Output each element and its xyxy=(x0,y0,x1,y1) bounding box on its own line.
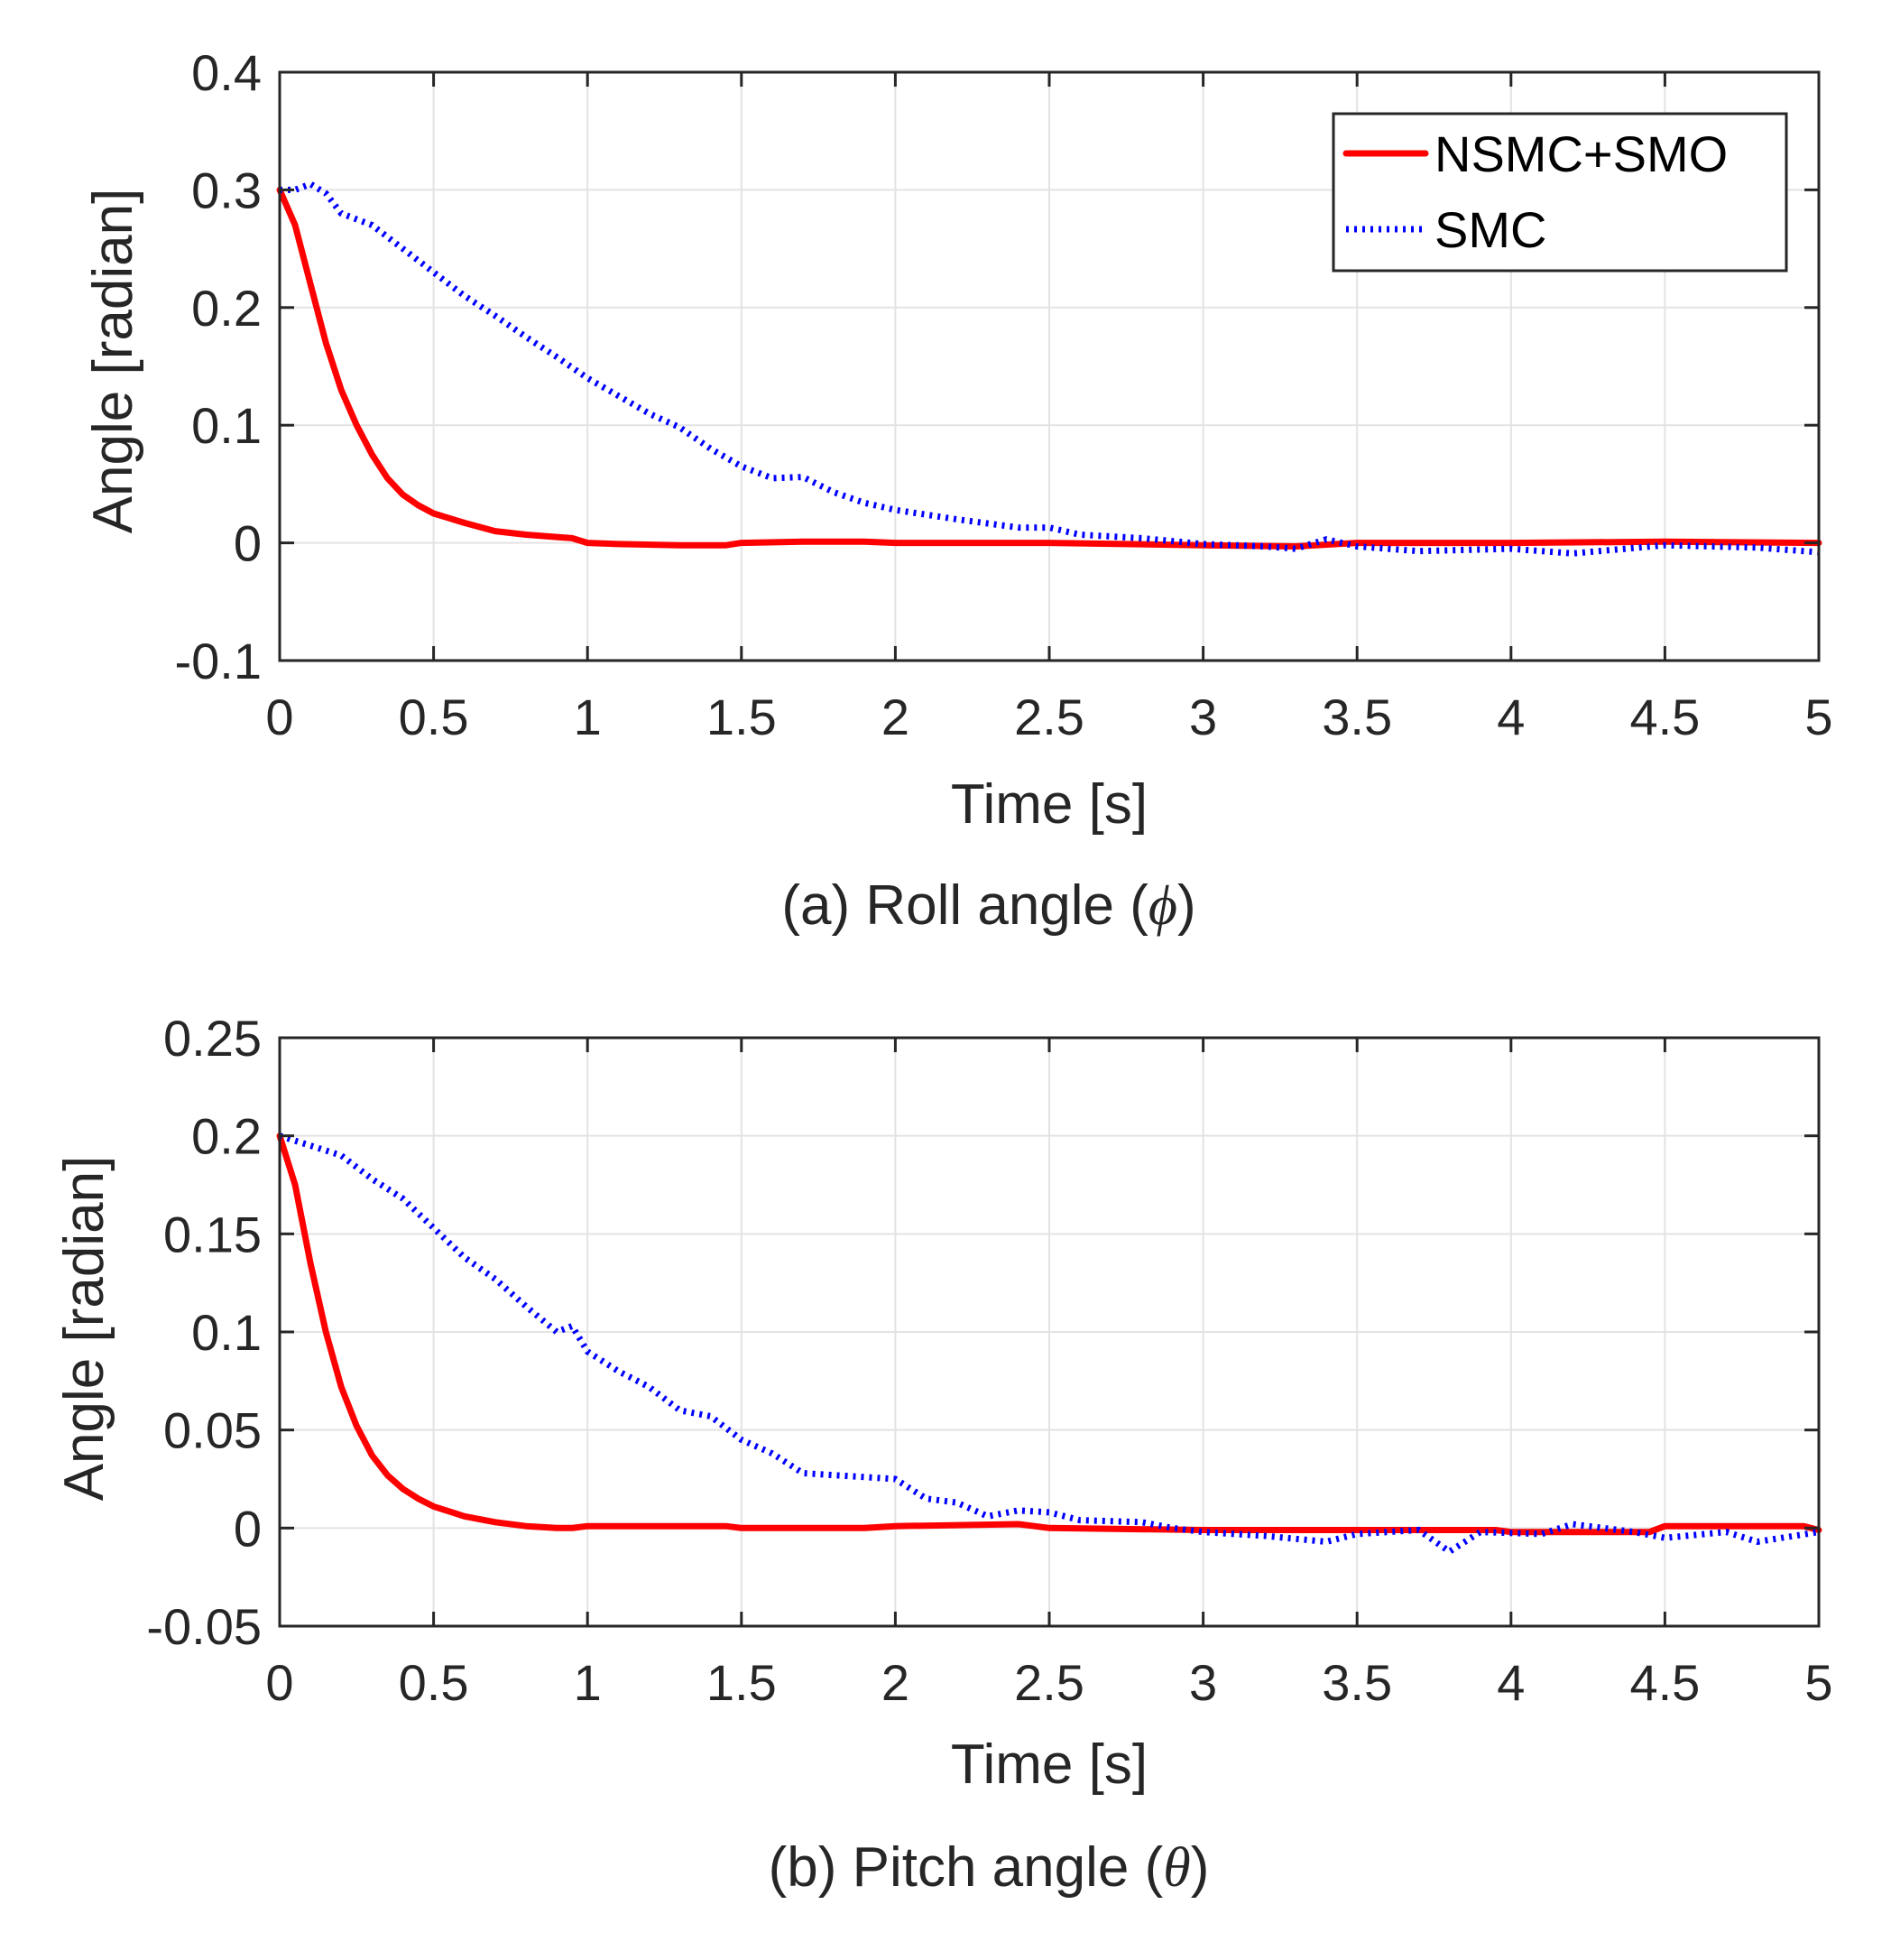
y-tick-label: -0.1 xyxy=(175,633,263,689)
x-tick-label: 0 xyxy=(265,689,293,745)
x-tick-label: 5 xyxy=(1804,689,1832,745)
x-tick-label: 3 xyxy=(1189,689,1217,745)
axis-ticks xyxy=(278,70,1821,662)
y-axis-label: Angle [radian] xyxy=(82,189,144,534)
y-tick-label: 0.25 xyxy=(163,1010,262,1067)
series-line-nsmc-smo xyxy=(276,186,1822,550)
y-tick-label: -0.05 xyxy=(146,1598,262,1655)
x-tick-label: 3.5 xyxy=(1322,689,1392,745)
axis-ticks xyxy=(278,1036,1821,1628)
x-tick-label: 1.5 xyxy=(706,1654,777,1711)
panel-caption: (b) Pitch angle (θ) xyxy=(769,1836,1210,1899)
x-tick-label: 0 xyxy=(265,1654,293,1711)
caption-symbol: θ xyxy=(1163,1837,1190,1899)
panel-caption: (a) Roll angle (ϕ) xyxy=(781,874,1195,937)
caption-symbol: ϕ xyxy=(1148,875,1177,937)
chart-pitch-angle: 0 0.5 1 1.5 2 2.5 3 3.5 4 4.5 5 -0.0500.050.10.150… xyxy=(53,1010,1833,1899)
x-tick-label: 2.5 xyxy=(1014,1654,1084,1711)
y-tick-label: 0.3 xyxy=(191,162,262,218)
x-tick-label: 2 xyxy=(881,689,909,745)
series-line-smc xyxy=(278,1133,1820,1556)
y-tick-label: 0.1 xyxy=(191,397,262,454)
x-tick-labels: 0 0.5 1 1.5 2 2.5 3 3.5 4 4.5 5 xyxy=(265,689,1832,745)
x-tick-label: 4.5 xyxy=(1629,1654,1700,1711)
x-tick-label: 0.5 xyxy=(399,689,469,745)
x-tick-label: 2 xyxy=(881,1654,909,1711)
series-lines xyxy=(276,180,1822,557)
x-axis-label: Time [s] xyxy=(951,773,1148,836)
y-tick-labels: -0.1 0 0.1 0.2 0.3 0.4 xyxy=(175,44,263,689)
y-axis-label: Angle [radian] xyxy=(53,1156,115,1502)
x-tick-label: 4 xyxy=(1497,689,1525,745)
y-tick-label: 0.4 xyxy=(191,44,262,101)
x-tick-label: 1.5 xyxy=(706,689,777,745)
caption-suffix: ) xyxy=(1177,874,1196,937)
caption-suffix: ) xyxy=(1191,1836,1210,1899)
y-tick-label: 0.2 xyxy=(191,280,262,337)
legend-label-smc: SMC xyxy=(1434,201,1546,258)
x-tick-label: 5 xyxy=(1804,1654,1832,1711)
x-axis-label: Time [s] xyxy=(951,1733,1148,1796)
y-tick-label: 0.2 xyxy=(191,1108,262,1165)
series-line-nsmc-smo xyxy=(276,1133,1822,1536)
x-tick-label: 4.5 xyxy=(1629,689,1700,745)
legend: NSMC+SMO SMC xyxy=(1332,112,1788,273)
y-tick-label: 0.1 xyxy=(191,1304,262,1361)
x-tick-label: 1 xyxy=(574,689,602,745)
y-tick-label: 0.15 xyxy=(163,1206,262,1262)
legend-box xyxy=(1332,112,1788,273)
x-tick-label: 3.5 xyxy=(1322,1654,1392,1711)
caption-prefix: (b) Pitch angle ( xyxy=(769,1836,1164,1899)
x-tick-label: 2.5 xyxy=(1014,689,1084,745)
series-lines xyxy=(276,1133,1822,1556)
y-tick-label: 0 xyxy=(234,1500,262,1557)
y-tick-label: 0.05 xyxy=(163,1402,262,1459)
x-tick-label: 4 xyxy=(1497,1654,1525,1711)
legend-label-nsmc-smo: NSMC+SMO xyxy=(1434,125,1728,182)
y-tick-labels: -0.05 0 0.05 0.1 0.15 0.2 0.25 xyxy=(146,1010,262,1655)
y-tick-label: 0 xyxy=(234,515,262,572)
x-tick-label: 0.5 xyxy=(399,1654,469,1711)
x-tick-labels: 0 0.5 1 1.5 2 2.5 3 3.5 4 4.5 5 xyxy=(265,1654,1832,1711)
x-tick-label: 1 xyxy=(574,1654,602,1711)
caption-prefix: (a) Roll angle ( xyxy=(781,874,1148,937)
chart-roll-angle: 0 0.5 1 1.5 2 2.5 3 3.5 4 4.5 5 -0.100.10.20.30.4 … xyxy=(82,44,1833,937)
x-tick-label: 3 xyxy=(1189,1654,1217,1711)
